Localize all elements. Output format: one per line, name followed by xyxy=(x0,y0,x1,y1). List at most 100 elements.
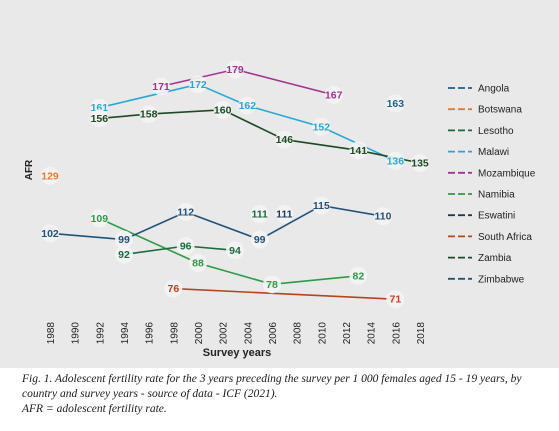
data-label-zambia-3-halo xyxy=(275,130,294,149)
data-label-malawi-2-halo xyxy=(238,96,257,115)
data-label-mozambique-2-halo xyxy=(324,85,343,104)
legend-label-lesotho: Lesotho xyxy=(478,126,514,137)
data-label-zimbabwe-0: 102 xyxy=(41,228,59,240)
x-tick-label-2012: 2012 xyxy=(342,322,353,345)
data-label-south-africa-1: 71 xyxy=(389,294,401,306)
caption-line-3: AFR = adolescent fertility rate. xyxy=(22,403,167,415)
legend-label-namibia: Namibia xyxy=(478,190,515,201)
legend-label-angola: Angola xyxy=(478,84,510,95)
data-label-namibia-0-halo xyxy=(90,209,109,228)
legend-label-south-africa: South Africa xyxy=(478,232,532,243)
data-label-angola-0: 163 xyxy=(387,98,405,110)
data-label-zimbabwe-5: 110 xyxy=(375,211,392,223)
line-chart: 1631291111611721621521361711791671098878… xyxy=(24,60,536,359)
data-label-zimbabwe-5-halo xyxy=(374,207,392,226)
x-tick-label-1990: 1990 xyxy=(71,322,82,345)
x-axis-ticks: 1988 1990 1992 1994 1996 1998 2000 2002 2004 2006… xyxy=(46,322,427,345)
series-line-mozambique xyxy=(160,68,334,96)
data-label-malawi-2: 162 xyxy=(239,100,257,112)
x-tick-label-2000: 2000 xyxy=(194,322,205,345)
data-label-zimbabwe-3-halo xyxy=(250,230,269,249)
chart-panel xyxy=(0,0,559,368)
legend-label-zambia: Zambia xyxy=(478,253,512,264)
x-tick-label-1996: 1996 xyxy=(145,322,156,345)
data-labels: 1631291111611721621521361711791671098878… xyxy=(41,60,429,309)
data-label-zambia-1-halo xyxy=(139,105,158,124)
x-tick-label-2004: 2004 xyxy=(243,322,254,345)
data-label-malawi-4-halo xyxy=(386,151,405,170)
data-label-zambia-5-halo xyxy=(411,154,429,173)
legend: Angola Botswana Lesotho Malawi Mozambique Nam… xyxy=(448,84,536,285)
data-label-zimbabwe-0-halo xyxy=(41,224,59,243)
data-label-south-africa-0-halo xyxy=(164,279,183,298)
data-label-zimbabwe-2-halo xyxy=(176,202,195,221)
x-tick-label-1994: 1994 xyxy=(120,322,131,345)
data-label-mozambique-2: 167 xyxy=(325,89,343,101)
data-label-zambia-3: 146 xyxy=(276,134,294,146)
caption-line-1: Fig. 1. Adolescent fertility rate for th… xyxy=(22,373,522,385)
legend-label-eswatini: Eswatini xyxy=(478,211,515,222)
figure-caption: Fig. 1. Adolescent fertility rate for th… xyxy=(22,372,552,417)
x-tick-label-2014: 2014 xyxy=(367,322,378,345)
data-label-botswana-0-halo xyxy=(41,166,59,185)
data-label-lesotho-extra-0-halo xyxy=(115,245,133,264)
x-tick-label-2010: 2010 xyxy=(317,322,328,345)
data-label-mozambique-0: 171 xyxy=(152,81,170,93)
data-label-zambia-4: 141 xyxy=(350,145,368,157)
series-line-south-africa xyxy=(173,287,396,300)
series-line-zimbabwe xyxy=(49,204,384,241)
data-label-eswatini-0-halo xyxy=(275,205,294,224)
x-tick-label-1988: 1988 xyxy=(46,322,57,345)
data-label-malawi-3: 152 xyxy=(313,121,331,133)
data-label-namibia-0: 109 xyxy=(91,213,109,225)
data-label-lesotho-extra-1: 96 xyxy=(180,241,192,253)
legend-label-mozambique: Mozambique xyxy=(478,168,536,179)
data-label-zimbabwe-1-halo xyxy=(115,230,133,249)
x-tick-label-2016: 2016 xyxy=(391,322,402,345)
data-label-mozambique-1-halo xyxy=(226,60,244,79)
data-label-mozambique-0-halo xyxy=(152,77,170,96)
series-line-namibia xyxy=(98,217,359,286)
x-tick-label-1992: 1992 xyxy=(95,322,106,345)
x-tick-label-2008: 2008 xyxy=(293,322,304,345)
data-label-lesotho-0: 111 xyxy=(251,209,268,221)
data-label-botswana-0: 129 xyxy=(41,170,59,182)
data-label-malawi-1-halo xyxy=(189,75,207,94)
legend-label-botswana: Botswana xyxy=(478,105,522,116)
data-label-zimbabwe-4-halo xyxy=(312,196,331,215)
data-label-zambia-0: 156 xyxy=(91,113,109,125)
x-tick-label-1998: 1998 xyxy=(169,322,180,345)
x-tick-label-2018: 2018 xyxy=(416,322,427,345)
data-label-lesotho-0-halo xyxy=(250,205,269,224)
data-label-namibia-2: 78 xyxy=(266,279,278,291)
data-label-namibia-3-halo xyxy=(349,266,368,285)
data-label-lesotho-extra-2-halo xyxy=(226,241,244,260)
data-label-south-africa-0: 76 xyxy=(167,283,179,295)
data-label-zambia-0-halo xyxy=(90,109,109,128)
data-label-namibia-1-halo xyxy=(189,254,207,273)
data-label-namibia-3: 82 xyxy=(352,270,364,282)
data-label-lesotho-extra-2: 94 xyxy=(229,245,241,257)
data-label-zimbabwe-4: 115 xyxy=(313,200,330,212)
data-label-lesotho-extra-0: 92 xyxy=(118,249,130,261)
data-label-zimbabwe-1: 99 xyxy=(118,234,130,246)
data-label-zambia-2: 160 xyxy=(214,104,232,116)
data-label-zambia-4-halo xyxy=(349,141,368,160)
data-label-zambia-1: 158 xyxy=(140,109,158,121)
data-label-zimbabwe-2: 112 xyxy=(177,206,194,218)
x-axis-label: Survey years xyxy=(203,347,272,359)
x-tick-label-2002: 2002 xyxy=(219,322,230,345)
data-label-malawi-4: 136 xyxy=(387,155,405,167)
data-label-mozambique-1: 179 xyxy=(226,64,244,76)
data-label-malawi-3-halo xyxy=(312,117,331,136)
y-axis-label: AFR xyxy=(24,159,35,180)
x-tick-label-2006: 2006 xyxy=(268,322,279,345)
data-label-namibia-2-halo xyxy=(263,275,281,294)
legend-label-malawi: Malawi xyxy=(478,147,509,158)
data-label-malawi-1: 172 xyxy=(189,79,207,91)
data-label-eswatini-0: 111 xyxy=(276,209,293,221)
data-label-angola-0-halo xyxy=(386,94,405,113)
caption-line-2: country and survey years - source of dat… xyxy=(22,388,278,400)
legend-label-zimbabwe: Zimbabwe xyxy=(478,274,525,285)
data-label-zambia-5: 135 xyxy=(411,158,429,170)
